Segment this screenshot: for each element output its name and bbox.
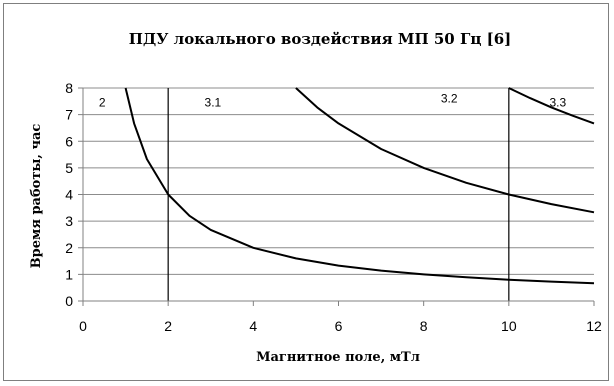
y-tick-label: 3 (65, 213, 73, 229)
region-label: 3.3 (549, 96, 566, 110)
y-tick-label: 4 (65, 187, 73, 203)
y-tick-label: 5 (65, 160, 73, 176)
series-line-2 (295, 87, 595, 214)
series-line-1 (124, 87, 595, 285)
y-tick-label: 8 (65, 80, 73, 96)
axes (78, 87, 595, 306)
region-label: 3.2 (441, 92, 458, 106)
y-tick-label: 7 (65, 107, 73, 123)
series-line-3 (508, 87, 595, 125)
chart-frame (3, 3, 609, 381)
y-tick-label: 0 (65, 293, 73, 309)
region-label: 2 (99, 96, 106, 110)
x-tick-label: 8 (420, 318, 428, 334)
region-labels: 2 3.1 3.2 3.3 (99, 92, 567, 110)
y-axis-label: Время работы, час (29, 124, 44, 269)
x-tick-label: 0 (79, 318, 87, 334)
y-tick-label: 1 (65, 266, 73, 282)
x-ticks: 0 2 4 6 8 10 12 (79, 318, 602, 334)
grid (83, 87, 594, 301)
y-ticks: 0 1 2 3 4 5 6 7 8 (65, 80, 73, 309)
x-tick-label: 10 (501, 318, 517, 334)
x-tick-label: 4 (249, 318, 257, 334)
x-tick-label: 2 (164, 318, 172, 334)
series-group (124, 87, 595, 285)
chart-title: ПДУ локального воздействия МП 50 Гц [6] (129, 30, 512, 48)
x-axis-label: Магнитное поле, мТл (256, 350, 420, 365)
y-tick-label: 6 (65, 133, 73, 149)
x-tick-label: 6 (335, 318, 343, 334)
region-label: 3.1 (205, 96, 222, 110)
y-tick-label: 2 (65, 240, 73, 256)
x-tick-label: 12 (586, 318, 602, 334)
